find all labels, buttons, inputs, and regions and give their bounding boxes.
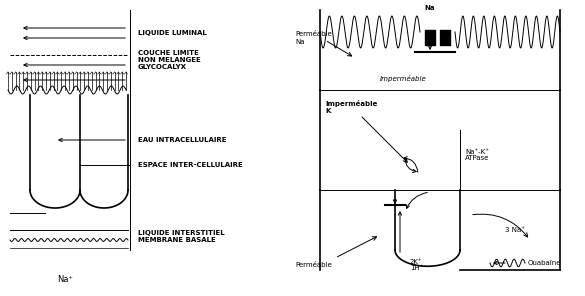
Text: Perméable
Na: Perméable Na <box>295 31 332 44</box>
Text: Perméable: Perméable <box>295 262 332 268</box>
Text: Ouabaïne: Ouabaïne <box>528 260 562 266</box>
Text: Na⁺: Na⁺ <box>57 276 73 284</box>
Text: ESPACE INTER-CELLULAIRE: ESPACE INTER-CELLULAIRE <box>138 162 243 168</box>
Text: Na⁺-K⁺
ATPase: Na⁺-K⁺ ATPase <box>465 149 490 162</box>
Text: LIQUIDE INTERSTITIEL
MEMBRANE BASALE: LIQUIDE INTERSTITIEL MEMBRANE BASALE <box>138 231 225 244</box>
Text: Na: Na <box>425 5 435 11</box>
Text: 2K⁺
1H⁺: 2K⁺ 1H⁺ <box>410 258 424 271</box>
Text: COUCHE LIMITE
NON MELANGEE
GLYCOCALYX: COUCHE LIMITE NON MELANGEE GLYCOCALYX <box>138 50 201 70</box>
Text: LIQUIDE LUMINAL: LIQUIDE LUMINAL <box>138 30 207 36</box>
Text: Imperméable
K: Imperméable K <box>325 100 377 114</box>
Text: Imperméable: Imperméable <box>380 75 426 81</box>
Text: 3 Na⁺: 3 Na⁺ <box>505 227 525 233</box>
Text: EAU INTRACELLULAIRE: EAU INTRACELLULAIRE <box>138 137 226 143</box>
